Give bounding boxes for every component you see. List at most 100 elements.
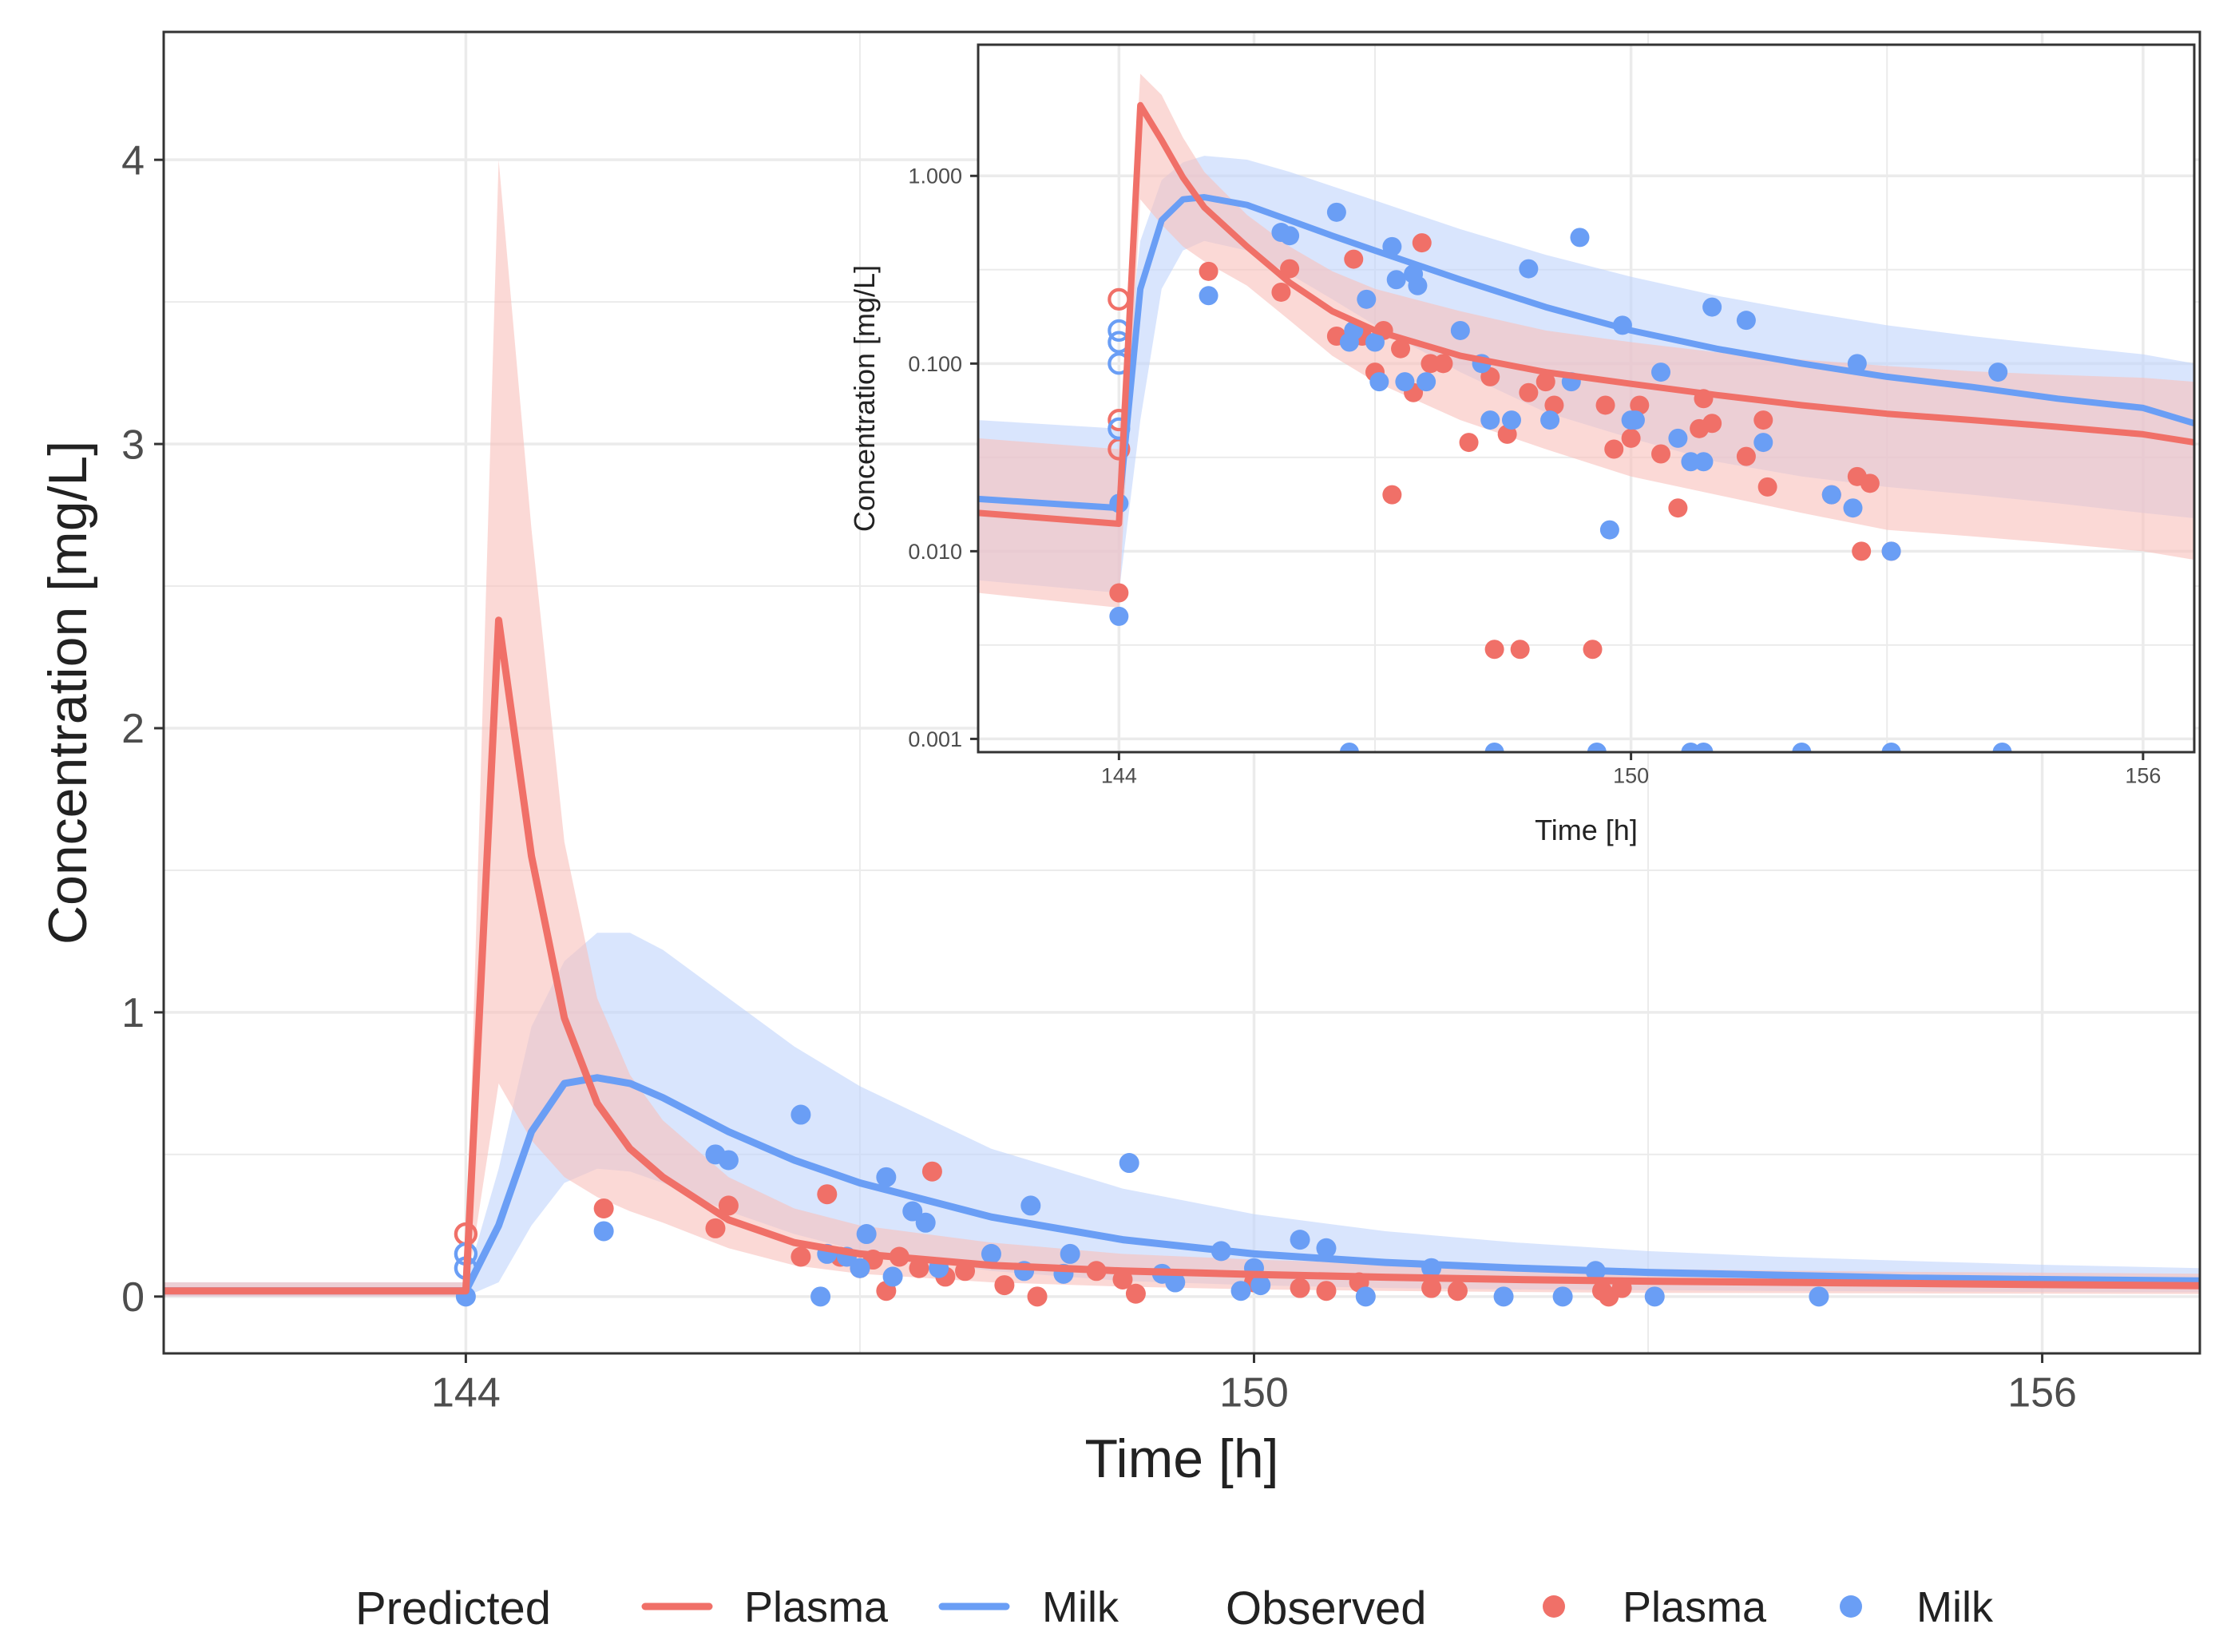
- main-observed-milk-point: [1060, 1243, 1080, 1264]
- inset-observed-plasma-point: [1736, 446, 1756, 466]
- main-observed-plasma-point: [1125, 1283, 1146, 1304]
- main-ytick-label: 4: [121, 137, 145, 184]
- inset-series: [978, 73, 2194, 752]
- main-series: [164, 160, 2200, 1307]
- main-observed-milk-point: [1316, 1238, 1337, 1258]
- inset-observed-milk-point: [1570, 228, 1590, 248]
- inset-observed-milk-point: [1519, 259, 1539, 279]
- inset-observed-milk-point: [1484, 743, 1504, 752]
- inset-observed-milk-point: [1450, 320, 1470, 340]
- main-observed-milk-point: [718, 1150, 739, 1171]
- inset-observed-milk-point: [1280, 226, 1300, 246]
- main-observed-milk-point: [882, 1266, 903, 1287]
- inset-observed-milk-point: [1199, 286, 1218, 306]
- main-y-axis-title: Concentration [mg/L]: [38, 441, 98, 945]
- inset-observed-milk-point: [1587, 743, 1607, 752]
- inset-predicted-plasma-line: [978, 101, 2194, 527]
- main-observed-plasma-point: [593, 1198, 614, 1218]
- inset-observed-milk-point: [1736, 311, 1756, 331]
- inset-observed-milk-point: [1668, 428, 1688, 448]
- inset-observed-plasma-point: [1199, 261, 1218, 281]
- inset-ytick-label: 0.010: [908, 540, 962, 564]
- inset-ytick-label: 0.100: [908, 352, 962, 376]
- inset-observed-milk-point: [1843, 498, 1863, 518]
- inset-xtick-label: 156: [2125, 763, 2161, 787]
- main-observed-milk-point: [1355, 1286, 1376, 1307]
- inset-observed-plasma-point: [1595, 395, 1615, 415]
- main-observed-milk-point: [791, 1104, 811, 1125]
- inset-observed-milk-point: [1408, 275, 1428, 295]
- inset-observed-plasma-point: [1459, 433, 1479, 453]
- main-observed-milk-point: [850, 1258, 870, 1278]
- main-predicted-milk-line: [164, 1074, 2200, 1295]
- inset-observed-milk-point: [1694, 743, 1714, 752]
- main-observed-plasma-point: [994, 1275, 1015, 1296]
- main-ytick-label: 0: [121, 1274, 145, 1321]
- main-band-milk: [164, 933, 2200, 1297]
- legend-observed-plasma-label: Plasma: [1623, 1583, 1767, 1631]
- inset-xtick-label: 150: [1613, 763, 1649, 787]
- inset-observed-milk-point: [1339, 743, 1359, 752]
- inset-observed-plasma-point: [1280, 259, 1300, 279]
- main-observed-milk-point: [1290, 1230, 1310, 1250]
- main-ytick-label: 1: [121, 990, 145, 1036]
- inset-observed-plasma-point: [1757, 477, 1777, 497]
- inset-x-axis-title: Time [h]: [1535, 814, 1638, 846]
- inset-observed-plasma-point: [1583, 640, 1603, 660]
- inset-observed-milk-point: [1881, 541, 1901, 561]
- legend-predicted-title: Predicted: [355, 1583, 551, 1634]
- legend-predicted-milk-label: Milk: [1042, 1583, 1119, 1631]
- inset-xtick-label: 144: [1101, 763, 1137, 787]
- legend-observed-milk-dot: [1840, 1595, 1862, 1618]
- main-observed-plasma-point: [921, 1161, 942, 1182]
- legend-observed-plasma-dot: [1543, 1595, 1565, 1618]
- main-observed-plasma-point: [1316, 1281, 1337, 1301]
- inset-observed-milk-point: [1540, 410, 1560, 430]
- main-observed-milk-point: [981, 1243, 1001, 1264]
- main-observed-milk-point: [1552, 1286, 1573, 1307]
- main-observed-milk-point: [593, 1221, 614, 1242]
- inset-observed-plasma-point: [1412, 233, 1432, 253]
- inset-observed-plasma-point: [1753, 410, 1773, 430]
- main-observed-plasma-points: [454, 1161, 1632, 1307]
- inset-observed-plasma-point: [1519, 382, 1539, 402]
- main-xtick-label: 156: [2007, 1370, 2077, 1416]
- main-x-axis-title: Time [h]: [1084, 1428, 1278, 1489]
- inset-y-axis-title: Concentration [mg/L]: [848, 265, 881, 532]
- main-xtick-label: 144: [431, 1370, 501, 1416]
- inset-observed-milk-point: [1326, 202, 1346, 222]
- main-observed-milk-point: [1493, 1286, 1514, 1307]
- inset-predicted-milk-line: [978, 194, 2194, 512]
- inset-observed-milk-point: [1792, 743, 1812, 752]
- inset-observed-plasma-point: [1391, 339, 1411, 359]
- inset-ytick-label: 1.000: [908, 164, 962, 188]
- inset-observed-plasma-point: [1535, 372, 1555, 392]
- inset-observed-milk-point: [1417, 372, 1436, 392]
- inset-observed-plasma-point: [1344, 249, 1364, 269]
- main-observed-milk-point: [1020, 1195, 1041, 1216]
- inset-observed-milk-point: [1365, 332, 1385, 352]
- inset-observed-milk-point: [1395, 372, 1415, 392]
- inset-observed-milk-point: [1386, 270, 1406, 290]
- main-observed-milk-point: [810, 1286, 831, 1307]
- inset-observed-milk-point: [1369, 372, 1389, 392]
- main-observed-milk-point: [1809, 1286, 1829, 1307]
- main-observed-milk-point: [1119, 1153, 1139, 1174]
- inset-observed-plasma-point: [1510, 640, 1530, 660]
- main-ytick-label: 2: [121, 706, 145, 752]
- legend: Predicted Plasma Milk Observed Plasma Milk: [355, 1583, 1994, 1634]
- main-predicted-plasma-line: [164, 616, 2200, 1295]
- main-observed-milk-point: [1165, 1272, 1186, 1293]
- main-observed-milk-point: [902, 1201, 923, 1222]
- inset-observed-milk-point: [1702, 297, 1722, 317]
- inset-observed-plasma-point: [1433, 354, 1453, 374]
- main-observed-plasma-point: [1290, 1278, 1310, 1298]
- inset-observed-plasma-point: [1860, 473, 1880, 493]
- inset-observed-milk-point: [1357, 289, 1377, 309]
- main-observed-plasma-point: [1421, 1278, 1442, 1298]
- inset-observed-plasma-point: [1651, 444, 1671, 464]
- main-observed-milk-point: [915, 1212, 936, 1233]
- inset-observed-plasma-point: [1604, 439, 1624, 459]
- main-observed-milk-point: [1230, 1281, 1251, 1301]
